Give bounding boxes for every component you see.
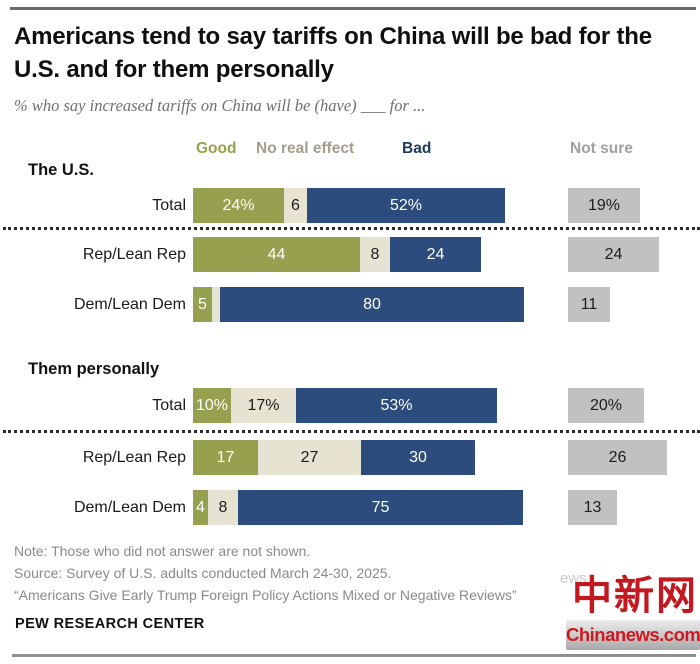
legend-bad-label: Bad: [402, 140, 432, 157]
stacked-bar: 24% 6 52%: [193, 188, 505, 223]
stacked-bar: 44 8 24: [193, 237, 481, 272]
segment-no-real-effect: [212, 287, 220, 322]
bar-row-personal-dem: Dem/Lean Dem 4 8 75 13: [0, 490, 700, 525]
segment-good: 44: [193, 237, 360, 272]
segment-value-label: 44: [267, 245, 286, 263]
segment-value-label: 17%: [247, 396, 280, 414]
legend-not-sure-label: Not sure: [570, 140, 633, 157]
segment-bad: 30: [361, 440, 475, 475]
segment-good: 24%: [193, 188, 284, 223]
row-label: Total: [152, 397, 186, 414]
segment-value-label: 8: [370, 245, 380, 263]
not-sure-box: 13: [568, 490, 617, 525]
legend-no-real-effect-label: No real effect: [256, 140, 355, 157]
bar-row-us-dem: Dem/Lean Dem 5 80 11: [0, 287, 700, 322]
segment-no-real-effect: 6: [284, 188, 307, 223]
page-title: Americans tend to say tariffs on China w…: [14, 23, 652, 83]
dotted-separator: [3, 227, 700, 230]
row-label: Total: [152, 197, 186, 214]
segment-value-label: 80: [363, 295, 381, 313]
page-subtitle: % who say increased tariffs on China wil…: [14, 96, 426, 115]
segment-value-label: 11: [580, 295, 598, 313]
brand-text: PEW RESEARCH CENTER: [15, 616, 205, 632]
segment-value-label: 4: [196, 498, 205, 516]
segment-value-label: 5: [198, 295, 207, 313]
not-sure-box: 20%: [568, 388, 644, 423]
segment-value-label: 17: [216, 448, 235, 466]
legend-good-label: Good: [196, 140, 237, 157]
segment-value-label: 53%: [380, 396, 413, 414]
top-divider: [10, 7, 696, 10]
segment-good: 10%: [193, 388, 231, 423]
bar-row-personal-rep: Rep/Lean Rep 17 27 30 26: [0, 440, 700, 475]
bar-row-us-total: Total 24% 6 52% 19%: [0, 188, 700, 223]
segment-value-label: 26: [608, 448, 627, 466]
segment-value-label: 20%: [589, 396, 623, 414]
segment-good: 4: [193, 490, 208, 525]
stacked-bar: 17 27 30: [193, 440, 475, 475]
segment-good: 5: [193, 287, 212, 322]
row-label: Rep/Lean Rep: [82, 449, 186, 466]
stacked-bar: 5 80: [193, 287, 524, 322]
segment-no-real-effect: 8: [208, 490, 238, 525]
bar-row-personal-total: Total 10% 17% 53% 20%: [0, 388, 700, 423]
bar-row-us-rep: Rep/Lean Rep 44 8 24 24: [0, 237, 700, 272]
segment-value-label: 24: [426, 245, 445, 263]
segment-value-label: 8: [218, 498, 228, 516]
chinanews-banner: Chinanews.com: [566, 620, 700, 650]
segment-value-label: 24: [604, 245, 623, 263]
chinanews-logo: 中新网: [572, 573, 698, 618]
report-title-text: “Americans Give Early Trump Foreign Poli…: [14, 587, 517, 603]
segment-bad: 52%: [307, 188, 505, 223]
row-label: Dem/Lean Dem: [73, 499, 186, 516]
segment-bad: 53%: [296, 388, 497, 423]
segment-value-label: 75: [371, 498, 390, 516]
row-label: Rep/Lean Rep: [82, 246, 186, 263]
stacked-bar: 10% 17% 53%: [193, 388, 497, 423]
segment-value-label: 24%: [222, 196, 255, 214]
segment-value-label: 6: [291, 196, 300, 214]
row-label: Dem/Lean Dem: [73, 296, 186, 313]
segment-no-real-effect: 17%: [231, 388, 296, 423]
segment-no-real-effect: 27: [258, 440, 361, 475]
stacked-bar: 4 8 75: [193, 490, 523, 525]
not-sure-box: 19%: [568, 188, 640, 223]
segment-value-label: 10%: [195, 396, 229, 414]
segment-value-label: 30: [409, 448, 427, 466]
segment-value-label: 52%: [389, 196, 423, 214]
segment-value-label: 13: [583, 498, 602, 516]
not-sure-box: 26: [568, 440, 667, 475]
bottom-divider: [12, 654, 696, 657]
source-text: Source: Survey of U.S. adults conducted …: [14, 565, 392, 581]
segment-value-label: 19%: [587, 196, 621, 214]
not-sure-box: 11: [568, 287, 610, 322]
note-text: Note: Those who did not answer are not s…: [14, 543, 311, 559]
not-sure-box: 24: [568, 237, 659, 272]
segment-bad: 24: [390, 237, 481, 272]
segment-bad: 75: [238, 490, 523, 525]
segment-value-label: 27: [300, 448, 319, 466]
segment-bad: 80: [220, 287, 524, 322]
section-header-the-us: The U.S.: [28, 161, 95, 179]
section-header-them-personally: Them personally: [28, 360, 160, 378]
segment-no-real-effect: 8: [360, 237, 390, 272]
dotted-separator: [3, 430, 700, 433]
watermark-faint-text: ews: [560, 570, 587, 587]
segment-good: 17: [193, 440, 258, 475]
